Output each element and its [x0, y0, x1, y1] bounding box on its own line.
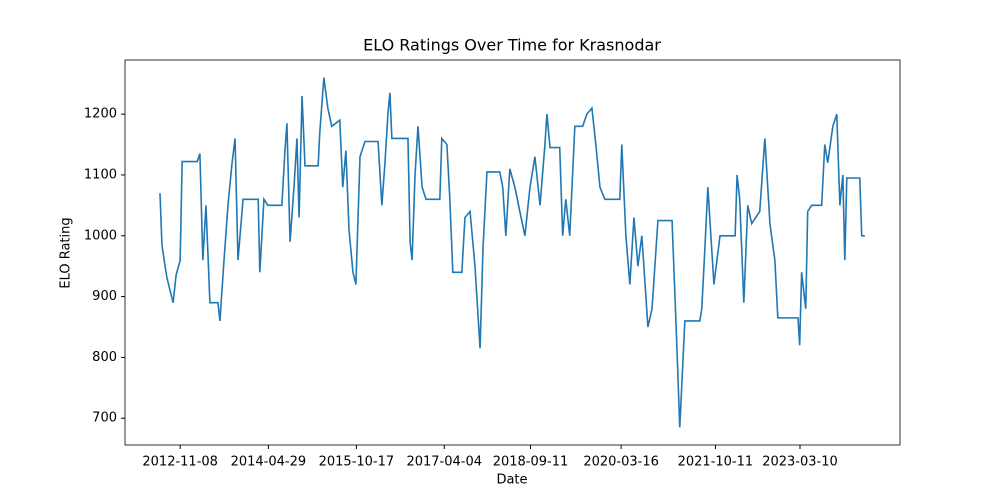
x-axis-label: Date	[496, 473, 527, 488]
plot-frame	[124, 59, 901, 446]
y-tick-label: 700	[92, 411, 117, 426]
x-tick-label: 2015-10-17	[319, 455, 395, 470]
x-tick-label: 2012-11-08	[142, 455, 218, 470]
x-tick-label: 2018-09-11	[493, 455, 569, 470]
x-tick-label: 2014-04-29	[231, 455, 307, 470]
x-tick-label: 2023-03-10	[762, 455, 838, 470]
y-axis-label: ELO Rating	[59, 217, 74, 288]
y-tick-label: 1100	[84, 167, 117, 182]
y-tick-label: 1200	[84, 107, 117, 122]
data-line	[159, 77, 865, 428]
chart-title: ELO Ratings Over Time for Krasnodar	[363, 36, 661, 55]
x-tick-label: 2021-10-11	[678, 455, 754, 470]
y-tick-label: 900	[92, 289, 117, 304]
x-tick-label: 2020-03-16	[583, 455, 659, 470]
y-tick-label: 1000	[84, 228, 117, 243]
y-tick-label: 800	[92, 350, 117, 365]
x-tick-label: 2017-04-04	[406, 455, 482, 470]
